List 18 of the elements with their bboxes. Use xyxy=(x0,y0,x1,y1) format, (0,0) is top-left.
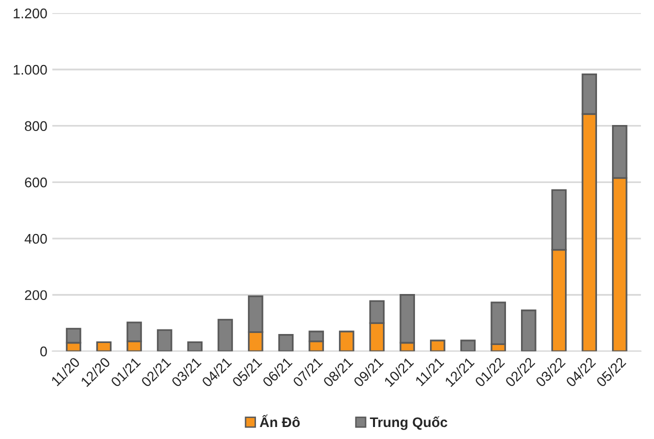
legend-label: Ấn Đô xyxy=(260,414,300,428)
y-tick-label: 1.200 xyxy=(14,8,47,18)
legend-label: Trung Quốc xyxy=(370,416,448,430)
bar xyxy=(521,310,536,352)
bar xyxy=(156,329,172,352)
bar xyxy=(430,340,446,352)
y-tick-label: 800 xyxy=(24,121,47,132)
bar xyxy=(338,330,354,352)
y-tick-label: 400 xyxy=(24,234,47,244)
y-tick-label: 200 xyxy=(24,290,47,300)
y-tick-label: 1.000 xyxy=(14,64,47,75)
bar xyxy=(96,341,112,352)
bar xyxy=(460,340,476,352)
bar xyxy=(278,334,294,352)
bar xyxy=(218,318,233,352)
y-tick-label: 600 xyxy=(24,178,47,188)
y-tick-label: 0 xyxy=(40,346,47,356)
bar xyxy=(187,341,203,352)
